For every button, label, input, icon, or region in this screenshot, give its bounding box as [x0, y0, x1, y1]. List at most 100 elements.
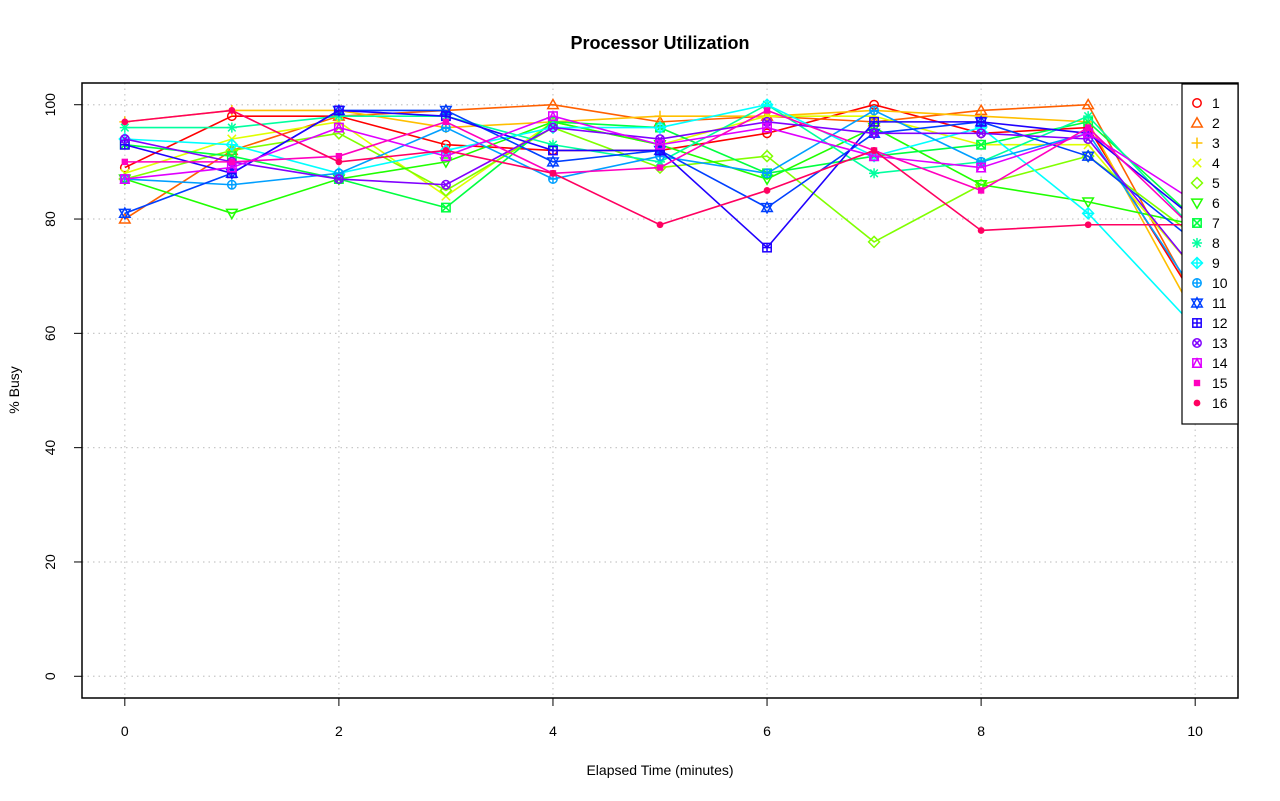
y-tick-label: 40	[42, 440, 58, 456]
legend-item-5: 5	[1190, 175, 1220, 191]
y-tick-label: 60	[42, 325, 58, 341]
data-point-16	[656, 221, 664, 229]
data-point-7	[440, 202, 451, 213]
data-point-16	[121, 118, 129, 126]
data-point-13	[333, 174, 344, 184]
legend-label-2: 2	[1212, 115, 1220, 131]
data-point-14	[333, 121, 345, 133]
legend-item-2: 2	[1190, 115, 1220, 131]
y-tick-label: 100	[42, 93, 58, 117]
legend-box	[1181, 83, 1239, 425]
legend-label-11: 11	[1212, 295, 1227, 311]
legend-item-14: 14	[1191, 355, 1228, 371]
data-point-14	[975, 161, 987, 173]
legend-item-8: 8	[1191, 235, 1220, 251]
data-point-12	[226, 168, 237, 179]
grid-layer	[82, 83, 1238, 698]
legend-marker-6	[1190, 198, 1204, 210]
data-point-12	[976, 116, 987, 127]
data-point-6	[225, 208, 239, 221]
data-point-12	[333, 105, 344, 116]
data-point-5	[760, 149, 774, 163]
legend-item-3: 3	[1191, 135, 1220, 151]
legend-label-6: 6	[1212, 195, 1220, 211]
data-point-13	[119, 134, 130, 144]
data-point-12	[869, 116, 880, 127]
data-point-8	[119, 122, 130, 133]
legend-item-16: 16	[1193, 395, 1228, 411]
legend-marker-7	[1192, 218, 1202, 228]
legend-marker-1	[1192, 98, 1202, 108]
data-point-3	[654, 110, 666, 122]
data-point-11	[760, 200, 774, 215]
data-point-8	[226, 122, 237, 133]
data-point-12	[762, 242, 772, 253]
data-point-14	[761, 121, 773, 133]
data-point-16	[870, 147, 878, 154]
data-point-14	[654, 138, 666, 150]
data-point-13	[976, 128, 987, 139]
legend-label-8: 8	[1212, 235, 1220, 251]
data-point-5	[867, 235, 881, 249]
data-point-11	[546, 155, 560, 169]
legend-label-16: 16	[1212, 395, 1228, 411]
x-tick-label: 0	[121, 723, 129, 739]
data-point-16	[228, 107, 236, 114]
data-point-12	[655, 145, 665, 156]
legend-label-1: 1	[1212, 95, 1220, 111]
data-point-7	[976, 139, 987, 150]
legend-label-7: 7	[1212, 215, 1220, 231]
legend-label-13: 13	[1212, 335, 1228, 351]
data-point-9	[1081, 206, 1095, 220]
legend-marker-12	[1192, 318, 1202, 328]
data-point-2	[118, 212, 132, 224]
legend-item-4: 4	[1192, 155, 1220, 171]
plot-frame	[81, 82, 1239, 699]
data-point-1	[762, 128, 772, 139]
legend-marker-15	[1193, 379, 1201, 387]
data-point-9	[225, 138, 239, 152]
series-16	[121, 107, 1199, 234]
legend-marker-9	[1190, 256, 1204, 270]
data-point-6	[439, 157, 453, 169]
legend-marker-5	[1190, 176, 1204, 190]
series-line-10	[124, 109, 1196, 294]
data-point-10	[869, 105, 880, 116]
data-point-15	[335, 152, 343, 160]
data-point-11	[1081, 149, 1095, 163]
y-tick-label: 0	[42, 672, 58, 680]
x-tick-label: 10	[1187, 723, 1203, 739]
x-tick-label: 6	[763, 723, 771, 739]
data-point-8	[1083, 111, 1094, 122]
data-point-6	[974, 180, 988, 192]
data-point-8	[869, 168, 880, 179]
data-point-16	[442, 147, 450, 154]
data-point-15	[977, 187, 985, 194]
data-point-6	[1081, 197, 1095, 209]
legend-label-9: 9	[1212, 255, 1220, 271]
legend-marker-8	[1191, 237, 1203, 249]
data-point-12	[119, 139, 130, 150]
data-point-14	[119, 173, 131, 184]
series-layer	[118, 97, 1202, 335]
legend-item-7: 7	[1192, 215, 1220, 231]
legend-item-6: 6	[1190, 195, 1220, 211]
legend-marker-2	[1190, 116, 1204, 128]
y-tick-label: 20	[42, 554, 58, 570]
data-point-10	[333, 168, 344, 179]
data-point-10	[226, 179, 237, 190]
data-point-15	[763, 107, 771, 114]
data-point-13	[548, 122, 558, 133]
legend-marker-13	[1192, 338, 1202, 348]
data-point-14	[547, 110, 559, 122]
data-point-2	[1081, 97, 1095, 110]
legend-label-15: 15	[1212, 375, 1228, 391]
legend-item-11: 11	[1190, 295, 1227, 311]
legend-item-1: 1	[1192, 95, 1220, 111]
data-point-15	[656, 164, 664, 171]
legend-marker-10	[1192, 278, 1202, 288]
x-tick-label: 2	[335, 723, 343, 739]
data-point-15	[228, 158, 236, 166]
